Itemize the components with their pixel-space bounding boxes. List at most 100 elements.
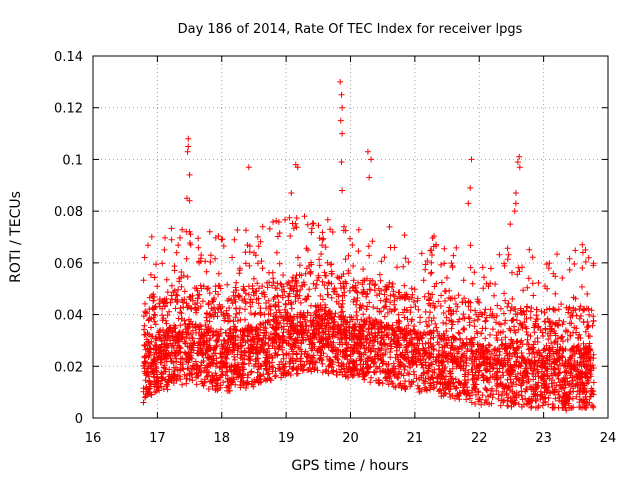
data-point [220, 379, 227, 386]
data-point [308, 302, 314, 309]
data-point [242, 350, 248, 356]
data-point [254, 369, 261, 376]
data-point [294, 311, 301, 318]
data-point [548, 340, 555, 347]
data-point [493, 387, 500, 394]
data-point [401, 366, 408, 373]
data-point [501, 355, 508, 362]
data-point [272, 313, 279, 320]
data-point [150, 373, 157, 380]
x-tick-label: 17 [149, 431, 166, 446]
data-point [567, 370, 574, 377]
data-point [148, 391, 155, 398]
data-point [287, 285, 294, 292]
data-point [438, 336, 445, 343]
data-point [543, 365, 550, 372]
data-point [552, 290, 559, 297]
data-point [541, 395, 548, 402]
data-point [257, 305, 264, 312]
data-point [492, 345, 499, 352]
data-point [519, 325, 526, 331]
data-point [179, 226, 186, 233]
data-point [471, 317, 478, 324]
data-point [517, 339, 524, 346]
data-point [429, 235, 436, 241]
data-point [253, 355, 260, 362]
data-point [582, 328, 589, 335]
data-point [561, 362, 568, 368]
data-point [363, 306, 370, 313]
data-point [367, 337, 374, 343]
data-point [163, 276, 170, 283]
data-point [467, 264, 474, 271]
data-point [183, 255, 190, 262]
data-point [173, 377, 180, 384]
data-point [252, 252, 259, 259]
data-point [261, 291, 268, 298]
data-point [579, 374, 585, 381]
data-point [287, 333, 294, 340]
data-point [539, 402, 546, 409]
data-point [317, 306, 324, 313]
data-point [520, 308, 527, 315]
data-point [382, 298, 389, 305]
data-point [205, 285, 212, 291]
data-point [165, 328, 172, 335]
data-point [567, 404, 574, 411]
data-point [508, 336, 515, 343]
data-point [482, 317, 489, 324]
data-point [330, 348, 336, 355]
data-point [293, 272, 300, 279]
data-point [385, 381, 392, 388]
data-point [272, 325, 279, 332]
data-point [168, 282, 175, 289]
data-point [283, 301, 289, 308]
data-point [453, 301, 459, 307]
data-point [288, 323, 295, 330]
data-point [306, 286, 313, 293]
data-point [561, 402, 568, 409]
data-point [451, 295, 458, 302]
data-point [224, 351, 231, 358]
data-point [556, 394, 563, 401]
data-point [483, 367, 490, 374]
data-point [563, 369, 569, 376]
data-point [265, 317, 272, 324]
data-point [289, 325, 296, 331]
data-point [228, 336, 235, 343]
data-point [425, 290, 432, 297]
data-point [407, 328, 414, 335]
data-point [423, 318, 429, 325]
data-point [325, 370, 332, 377]
data-point [264, 371, 271, 378]
data-point [334, 355, 341, 362]
data-point [231, 347, 238, 354]
data-point [240, 366, 247, 373]
data-point [216, 282, 223, 289]
data-point [246, 249, 253, 255]
data-point [338, 366, 345, 373]
data-point [496, 348, 503, 355]
data-point [416, 336, 422, 343]
data-point [351, 287, 358, 294]
data-point [542, 283, 548, 290]
data-point [397, 351, 404, 358]
data-point [459, 345, 466, 351]
data-point [163, 351, 170, 358]
data-point [428, 269, 435, 276]
data-point [359, 327, 366, 334]
data-point [518, 350, 525, 356]
data-point [449, 359, 456, 366]
data-point [378, 335, 385, 342]
data-point [530, 341, 537, 348]
data-point [395, 317, 402, 324]
data-point [465, 303, 472, 310]
data-point [411, 286, 418, 293]
data-point [457, 337, 464, 343]
data-point [244, 379, 251, 386]
data-point [270, 279, 277, 286]
data-point [274, 285, 280, 292]
data-point [329, 333, 336, 340]
data-point [465, 200, 472, 207]
